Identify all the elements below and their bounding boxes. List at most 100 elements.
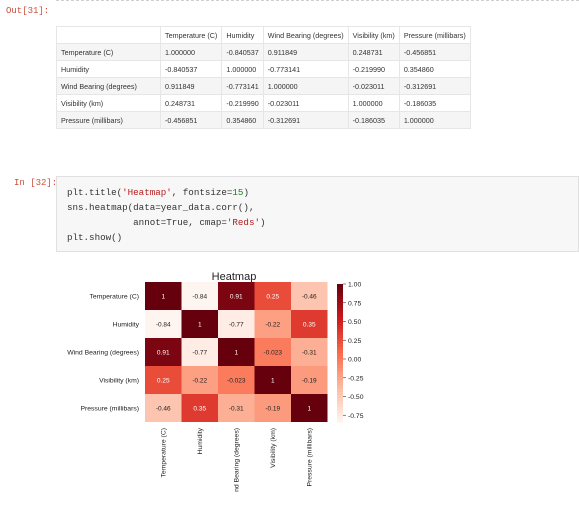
table-header-cell: Wind Bearing (degrees) (262, 26, 349, 44)
cell-annotation: 0.91 (157, 350, 170, 357)
row-header: Visibility (km) (56, 94, 161, 112)
colorbar-segment (337, 341, 343, 345)
cell-annotation: -0.84 (156, 322, 171, 329)
colorbar-segment (337, 314, 343, 318)
heatmap-cell (218, 338, 255, 366)
colorbar-segment (337, 371, 343, 375)
colorbar-segment (337, 416, 343, 420)
colorbar-segment (337, 392, 343, 396)
table-cell: -0.840537 (159, 60, 223, 78)
colorbar-segment (337, 359, 343, 363)
table-header-row: Temperature (C) Humidity Wind Bearing (d… (56, 26, 471, 44)
cell-annotation: -0.77 (229, 322, 244, 329)
colorbar-tick-label: 0.25 (348, 338, 361, 345)
row-header: Humidity (56, 60, 161, 78)
heatmap-cell (291, 282, 328, 310)
colorbar-segment (337, 377, 343, 381)
table-cell: -0.773141 (262, 60, 349, 78)
colorbar-segment (337, 350, 343, 354)
colorbar-segment (337, 401, 343, 405)
colorbar-segment (337, 419, 343, 423)
heatmap-cell (145, 366, 182, 394)
heatmap-cell (254, 338, 291, 366)
cell-annotation: 1 (307, 406, 311, 413)
colorbar-segment (337, 299, 343, 303)
cell-annotation: 1 (234, 350, 238, 357)
heatmap-cell (181, 394, 218, 422)
heatmap-cell (181, 338, 218, 366)
table-cell: 1.000000 (159, 43, 223, 61)
colorbar-segment (337, 389, 343, 393)
code-line: sns.heatmap(data=year_data.corr(), (67, 202, 255, 213)
table-cell: -0.023011 (262, 94, 349, 112)
colorbar-segment (337, 347, 343, 351)
table-cell: 1.000000 (221, 60, 264, 78)
table-header-cell: Pressure (millibars) (398, 26, 471, 44)
colorbar-segment (337, 398, 343, 402)
cell-annotation: 0.35 (303, 322, 316, 329)
cell-annotation: 0.25 (266, 294, 279, 301)
heatmap-cell (181, 310, 218, 338)
cell-top-border (56, 0, 579, 2)
heatmap-cell (145, 282, 182, 310)
table-cell: 0.911849 (159, 77, 223, 95)
code-line: plt.show() (67, 232, 123, 243)
colorbar-tick-label: 0.00 (348, 357, 361, 364)
colorbar-segment (337, 395, 343, 399)
colorbar-segment (337, 311, 343, 315)
colorbar-segment (337, 329, 343, 333)
table-cell: 0.354860 (398, 60, 471, 78)
colorbar-segment (337, 368, 343, 372)
colorbar-segment (337, 335, 343, 339)
colorbar-segment (337, 407, 343, 411)
colorbar-segment (337, 362, 343, 366)
colorbar-segment (337, 344, 343, 348)
code-line: plt.title('Heatmap', fontsize=15) (67, 187, 249, 198)
table-row: Pressure (millibars) -0.456851 0.354860 … (56, 111, 471, 129)
colorbar-segment (337, 356, 343, 360)
y-tick-label: Pressure (millibars) (80, 406, 139, 413)
table-cell: -0.186035 (398, 94, 471, 112)
colorbar-segment (337, 302, 343, 306)
x-tick-label: Visibility (km) (270, 428, 277, 468)
table-cell: -0.456851 (398, 43, 471, 61)
table-header-cell (56, 26, 161, 44)
cell-annotation: -0.22 (265, 322, 280, 329)
colorbar-tick-label: 0.75 (348, 300, 361, 307)
table-row: Temperature (C) 1.000000 -0.840537 0.911… (56, 43, 471, 61)
cell-annotation: -0.77 (192, 350, 207, 357)
cell-annotation: -0.46 (156, 406, 171, 413)
table-cell: 0.248731 (159, 94, 223, 112)
code-cell[interactable]: plt.title('Heatmap', fontsize=15) sns.he… (56, 176, 579, 252)
heatmap-cell (254, 394, 291, 422)
heatmap-chart: Heatmap 1 -0.84 0.91 0.25 -0.46 -0.84 1 -0.77 -0… (67, 271, 364, 492)
colorbar-tick-label: -0.50 (348, 394, 364, 401)
cell-annotation: -0.84 (192, 294, 207, 301)
cell-annotation: -0.19 (302, 378, 317, 385)
colorbar-segment (337, 284, 343, 288)
table-cell: 1.000000 (398, 111, 471, 129)
colorbar-segment (337, 326, 343, 330)
table-row: Visibility (km) 0.248731 -0.219990 -0.02… (56, 94, 471, 112)
table-header-cell: Temperature (C) (159, 26, 223, 44)
cell-annotation: -0.22 (192, 378, 207, 385)
heatmap-cell (218, 366, 255, 394)
cell-annotation: -0.31 (229, 406, 244, 413)
heatmap-cell (218, 394, 255, 422)
heatmap-cell (218, 282, 255, 310)
colorbar-tick-label: -0.25 (348, 375, 364, 382)
chart-title: Heatmap (212, 271, 257, 283)
row-header: Pressure (millibars) (56, 111, 161, 129)
heatmap-cell (181, 366, 218, 394)
code-editor[interactable]: plt.title('Heatmap', fontsize=15) sns.he… (67, 185, 266, 245)
heatmap-cell (291, 394, 328, 422)
cell-annotation: -0.19 (265, 406, 280, 413)
heatmap-cell (181, 282, 218, 310)
x-tick-label: nd Bearing (degrees) (233, 428, 240, 492)
heatmap-cell (254, 310, 291, 338)
colorbar-segment (337, 374, 343, 378)
x-tick-label: Humidity (197, 427, 204, 454)
colorbar-segment (337, 296, 343, 300)
table-cell: -0.312691 (398, 77, 471, 95)
colorbar-tick-label: 0.50 (348, 319, 361, 326)
